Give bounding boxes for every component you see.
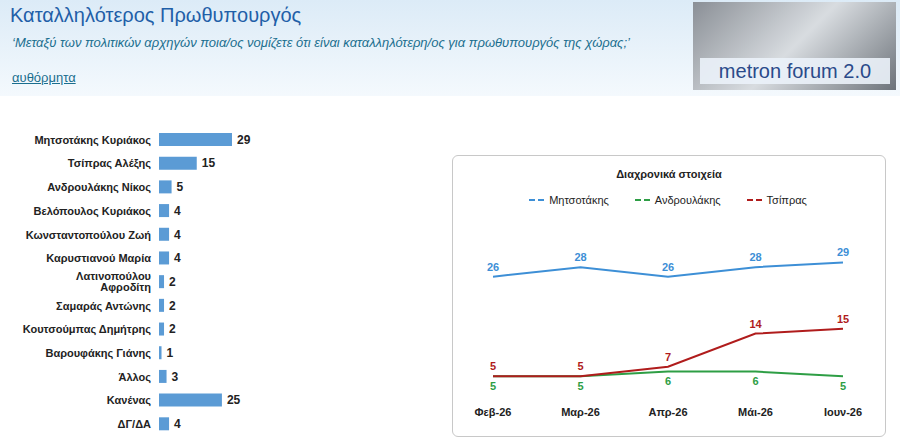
svg-text:5: 5 xyxy=(840,380,846,392)
svg-text:7: 7 xyxy=(665,351,671,363)
svg-text:25: 25 xyxy=(227,393,241,407)
svg-text:28: 28 xyxy=(574,251,586,263)
html-text:metron forum 2.0: metron forum 2.0 xyxy=(718,60,872,82)
svg-text:Ιουν-26: Ιουν-26 xyxy=(824,406,862,418)
svg-text:Καρυστιανού Μαρία: Καρυστιανού Μαρία xyxy=(46,252,151,264)
svg-text:Απρ-26: Απρ-26 xyxy=(648,406,687,418)
html-text:‘Μεταξύ των πολιτικών αρχηγών: ‘Μεταξύ των πολιτικών αρχηγών ποια/ος νο… xyxy=(12,35,630,50)
html-text:αυθόρμητα: αυθόρμητα xyxy=(12,70,76,85)
svg-text:Βελόπουλος Κυριάκος: Βελόπουλος Κυριάκος xyxy=(34,205,152,218)
svg-text:Ανδρουλάκης Νίκος: Ανδρουλάκης Νίκος xyxy=(47,181,151,194)
svg-text:Κουτσούμπας Δημήτρης: Κουτσούμπας Δημήτρης xyxy=(23,323,152,336)
html-text:Ανδρουλάκης: Ανδρουλάκης xyxy=(654,194,721,206)
html-text:Καταλληλότερος Πρωθυπουργός: Καταλληλότερος Πρωθυπουργός xyxy=(10,4,302,26)
svg-text:5: 5 xyxy=(177,180,184,194)
svg-text:15: 15 xyxy=(837,313,849,325)
svg-text:Κωνσταντοπούλου Ζωή: Κωνσταντοπούλου Ζωή xyxy=(26,229,152,241)
svg-text:Άλλος: Άλλος xyxy=(119,371,152,384)
svg-text:Μητσοτάκης Κυριάκος: Μητσοτάκης Κυριάκος xyxy=(34,134,151,147)
svg-text:6: 6 xyxy=(665,375,671,387)
html-text:Διαχρονικά στοιχεία: Διαχρονικά στοιχεία xyxy=(616,168,722,180)
svg-text:Μάι-26: Μάι-26 xyxy=(738,406,773,418)
svg-text:Σαμαράς Αντώνης: Σαμαράς Αντώνης xyxy=(56,300,151,313)
svg-text:Κανένας: Κανένας xyxy=(107,394,151,407)
svg-text:5: 5 xyxy=(577,380,583,392)
svg-text:28: 28 xyxy=(749,251,761,263)
svg-text:Μαρ-26: Μαρ-26 xyxy=(561,406,600,418)
svg-text:ΔΓ/ΔΑ: ΔΓ/ΔΑ xyxy=(118,418,151,430)
html-text:Τσίπρας: Τσίπρας xyxy=(766,194,807,206)
svg-text:5: 5 xyxy=(577,360,583,372)
svg-text:3: 3 xyxy=(172,370,179,384)
svg-text:4: 4 xyxy=(174,251,181,265)
svg-text:Τσίπρας Αλέξης: Τσίπρας Αλέξης xyxy=(68,157,151,170)
svg-text:5: 5 xyxy=(490,360,496,372)
svg-text:14: 14 xyxy=(749,318,762,330)
svg-text:4: 4 xyxy=(174,204,181,218)
svg-text:26: 26 xyxy=(662,261,674,273)
svg-text:Φεβ-26: Φεβ-26 xyxy=(475,406,512,418)
svg-text:4: 4 xyxy=(174,228,181,242)
svg-text:1: 1 xyxy=(167,346,174,360)
svg-text:ΛατινοπούλουΑφροδίτη: ΛατινοπούλουΑφροδίτη xyxy=(76,270,151,293)
svg-text:2: 2 xyxy=(169,275,176,289)
svg-text:5: 5 xyxy=(490,380,496,392)
svg-text:2: 2 xyxy=(169,299,176,313)
svg-text:Βαρουφάκης Γιάνης: Βαρουφάκης Γιάνης xyxy=(45,347,151,360)
svg-text:15: 15 xyxy=(202,156,216,170)
svg-text:6: 6 xyxy=(752,375,758,387)
svg-text:4: 4 xyxy=(174,417,181,431)
html-text:Μητσοτάκης: Μητσοτάκης xyxy=(549,194,609,206)
svg-text:29: 29 xyxy=(237,133,251,147)
svg-text:2: 2 xyxy=(169,322,176,336)
svg-text:26: 26 xyxy=(487,261,499,273)
svg-text:29: 29 xyxy=(837,246,849,258)
